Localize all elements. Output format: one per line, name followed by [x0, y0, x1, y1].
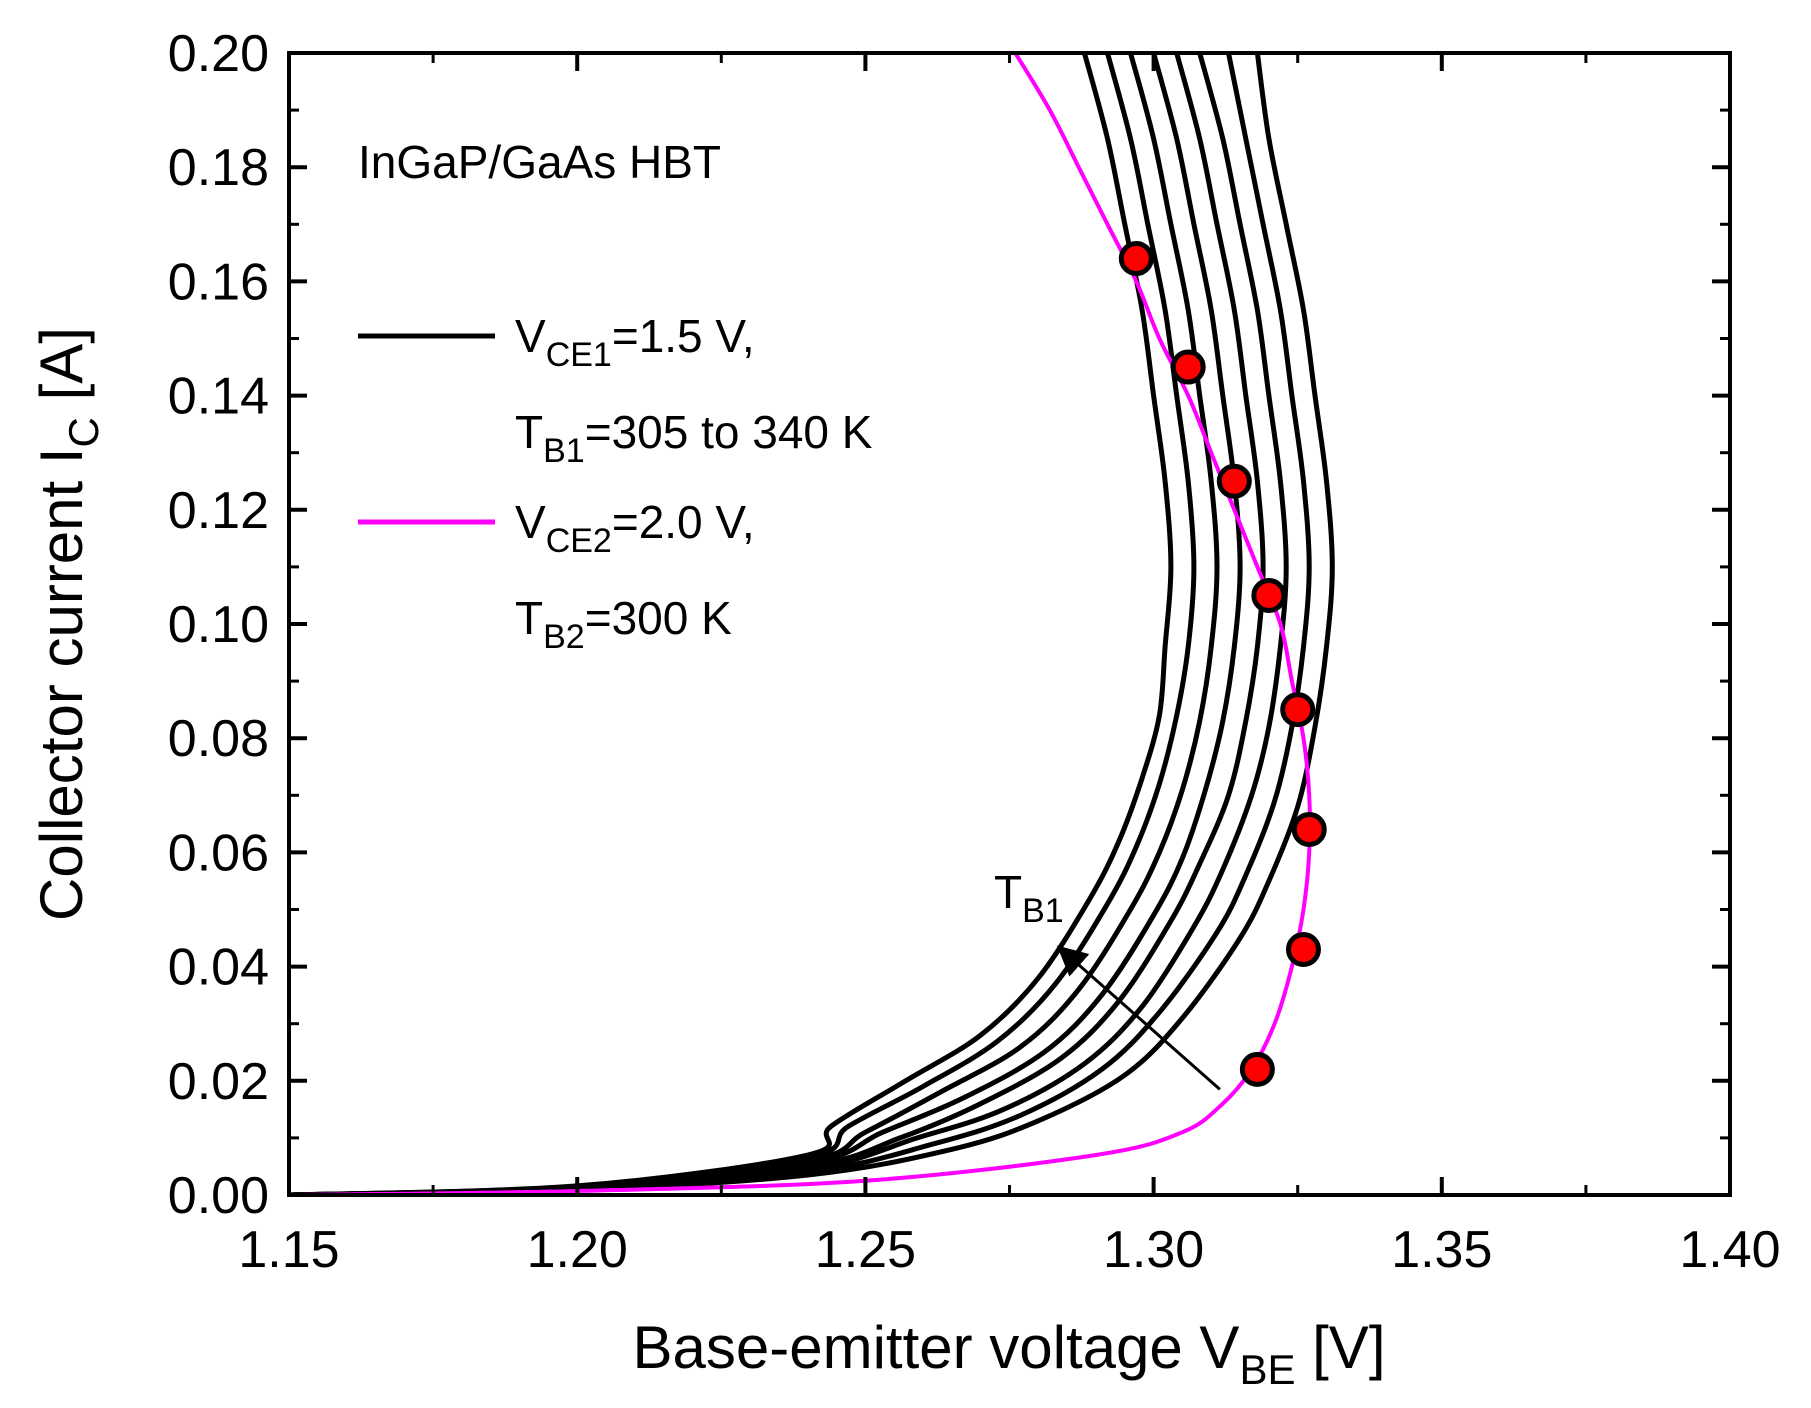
x-tick-label: 1.30 — [1103, 1221, 1204, 1279]
data-point-4 — [1280, 692, 1316, 728]
y-tick-label: 0.04 — [168, 939, 269, 997]
series-line-family-1 — [289, 53, 1335, 1195]
y-tick-label: 0.16 — [168, 253, 269, 311]
data-point-8 — [1118, 241, 1154, 277]
data-point-6 — [1216, 463, 1252, 499]
series-line-family-2 — [289, 53, 1312, 1195]
arrow-label: TB1 — [994, 866, 1064, 930]
legend-entry-vce2-line1: VCE2=2.0 V, — [515, 496, 755, 560]
series-line-family-3 — [289, 53, 1289, 1195]
legend-entry-vce2-line2: TB2=300 K — [515, 592, 732, 656]
data-point-7 — [1170, 349, 1206, 385]
x-tick-label: 1.20 — [527, 1221, 628, 1279]
y-tick-label: 0.20 — [168, 25, 269, 83]
y-tick-label: 0.00 — [168, 1167, 269, 1225]
ticks-layer — [287, 51, 1732, 1197]
markers-layer — [1118, 241, 1327, 1087]
temperature-arrow — [1056, 945, 1221, 1091]
series-line-family-4 — [289, 53, 1266, 1195]
legend-entry-family-line1: VCE1=1.5 V, — [515, 310, 755, 374]
data-point-1 — [1239, 1051, 1275, 1087]
data-point-5 — [1251, 577, 1287, 613]
series-line-vce2 — [289, 53, 1312, 1195]
series-line-family-5 — [289, 53, 1243, 1195]
curves-layer — [289, 53, 1335, 1195]
series-line-family-7 — [289, 53, 1197, 1195]
x-tick-label: 1.15 — [238, 1221, 339, 1279]
x-tick-label: 1.35 — [1391, 1221, 1492, 1279]
series-line-family-6 — [289, 53, 1220, 1195]
y-tick-label: 0.10 — [168, 596, 269, 654]
x-tick-label: 1.25 — [815, 1221, 916, 1279]
x-tick-label: 1.40 — [1679, 1221, 1780, 1279]
y-axis-title: Collector current IC [A] — [28, 327, 107, 921]
tick-labels-layer: 1.15 1.20 1.25 1.30 1.35 1.40 0.00 0.02 0.04 0.06… — [168, 25, 1781, 1279]
y-tick-label: 0.12 — [168, 482, 269, 540]
y-tick-label: 0.06 — [168, 824, 269, 882]
legend-entry-family-line2: TB1=305 to 340 K — [515, 406, 873, 470]
data-point-2 — [1285, 931, 1321, 967]
y-tick-label: 0.18 — [168, 139, 269, 197]
series-line-family-8 — [289, 53, 1174, 1195]
plot-frame — [287, 51, 1732, 1197]
y-tick-label: 0.08 — [168, 710, 269, 768]
device-annotation: InGaP/GaAs HBT — [358, 136, 721, 188]
x-axis-title: Base-emitter voltage VBE [V] — [632, 1314, 1385, 1393]
y-tick-label: 0.02 — [168, 1053, 269, 1111]
data-point-3 — [1291, 812, 1327, 848]
legend: VCE1=1.5 V, TB1=305 to 340 K VCE2=2.0 V,… — [358, 310, 873, 656]
y-tick-label: 0.14 — [168, 368, 269, 426]
